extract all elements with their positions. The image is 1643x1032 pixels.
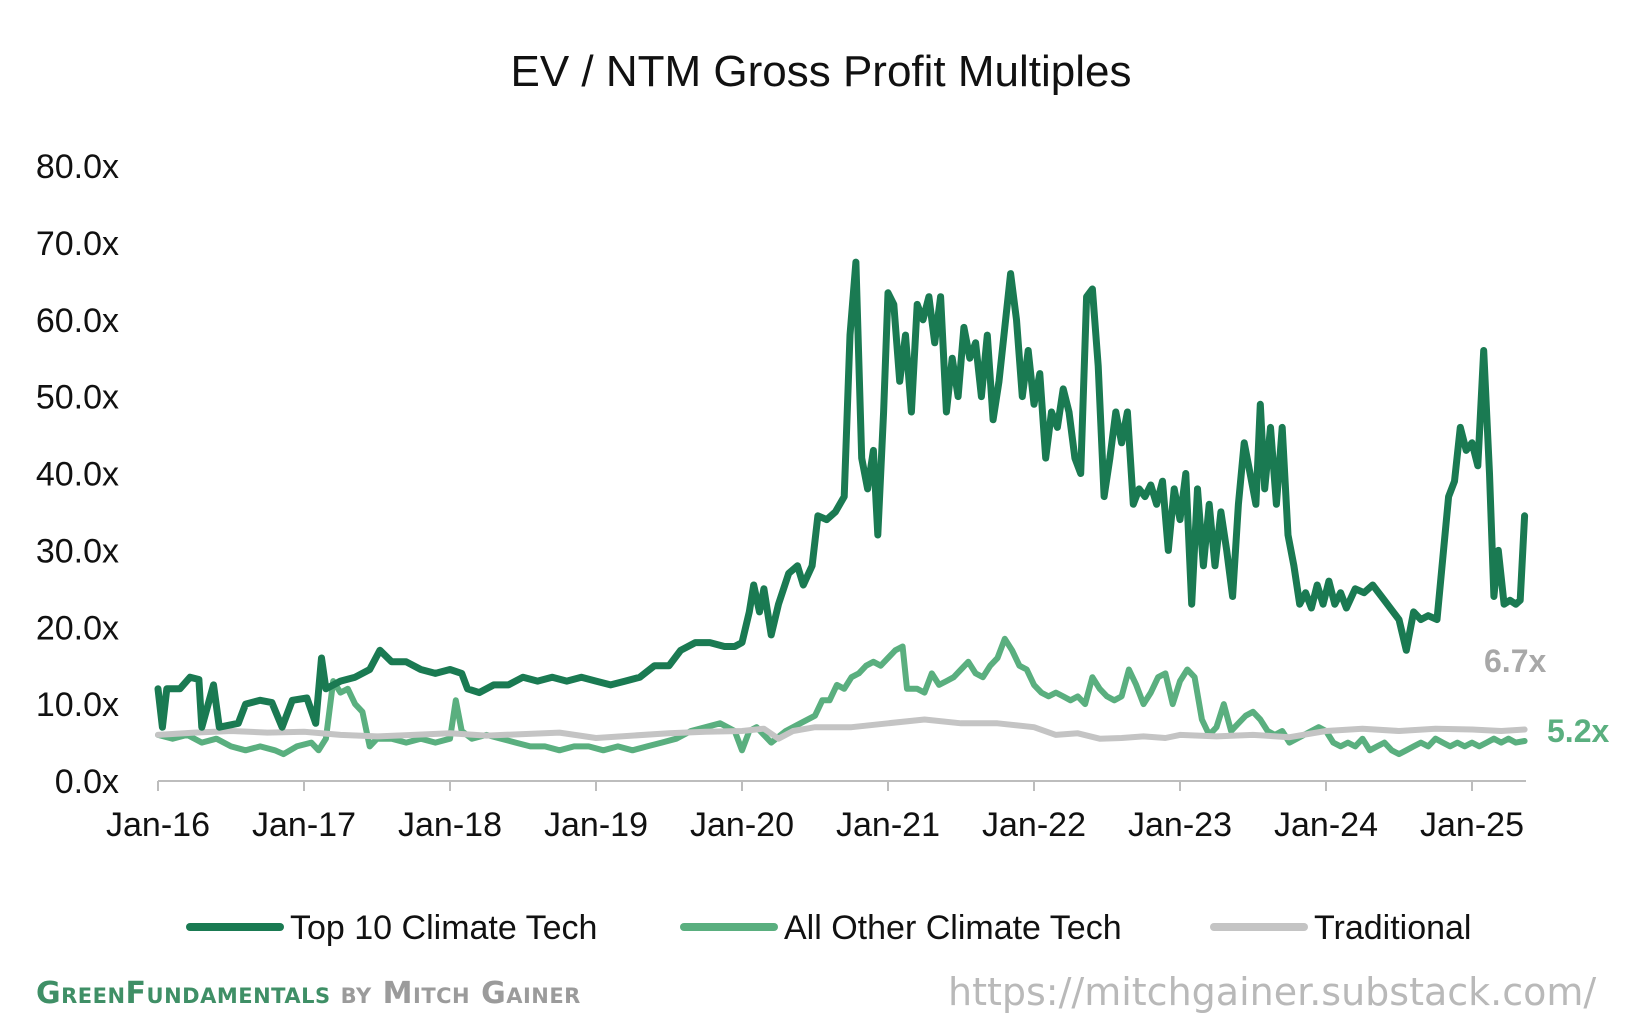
x-tick-label: Jan-24 [1274, 806, 1378, 844]
x-tick-label: Jan-20 [690, 806, 794, 844]
x-tick-label: Jan-18 [398, 806, 502, 844]
legend-label: Top 10 Climate Tech [290, 909, 597, 947]
x-tick-label: Jan-21 [836, 806, 940, 844]
y-tick-label: 50.0x [36, 379, 119, 417]
end-labels: 6.7x5.2x [1484, 643, 1609, 749]
x-axis: Jan-16 Jan-17 Jan-18 Jan-19 Jan-20 Jan-21 Jan-… [106, 780, 1526, 844]
x-tick-label: Jan-17 [252, 806, 356, 844]
y-tick-label: 0.0x [55, 763, 119, 801]
chart-title: EV / NTM Gross Profit Multiples [510, 47, 1131, 96]
x-tick-label: Jan-22 [982, 806, 1086, 844]
y-tick-label: 10.0x [36, 686, 119, 724]
traditional-line [155, 716, 1528, 742]
x-tick-label: Jan-19 [544, 806, 648, 844]
y-axis: 0.0x 10.0x 20.0x 30.0x 40.0x 50.0x 60.0x 70.0x 8… [36, 148, 119, 801]
brand-name: GreenFundamentals [36, 976, 331, 1011]
x-tick-label: Jan-25 [1420, 806, 1524, 844]
y-tick-label: 80.0x [36, 148, 119, 186]
brand-author: by Mitch Gainer [340, 976, 581, 1011]
legend: Top 10 Climate Tech All Other Climate Tec… [186, 909, 1471, 947]
legend-label: Traditional [1314, 909, 1471, 947]
y-tick-label: 60.0x [36, 302, 119, 340]
brand-footer: GreenFundamentals by Mitch Gainer [36, 976, 581, 1011]
end-value-label: 5.2x [1547, 713, 1609, 749]
y-tick-label: 40.0x [36, 456, 119, 494]
legend-label: All Other Climate Tech [784, 909, 1122, 947]
y-tick-label: 20.0x [36, 609, 119, 647]
end-value-label: 6.7x [1484, 643, 1546, 679]
source-url: https://mitchgainer.substack.com/ [948, 970, 1597, 1014]
y-tick-label: 30.0x [36, 532, 119, 570]
top-10-climate-tech-line [154, 258, 1529, 731]
plot-area [154, 258, 1529, 758]
y-tick-label: 70.0x [36, 225, 119, 263]
x-tick-label: Jan-16 [106, 806, 210, 844]
x-tick-label: Jan-23 [1128, 806, 1232, 844]
